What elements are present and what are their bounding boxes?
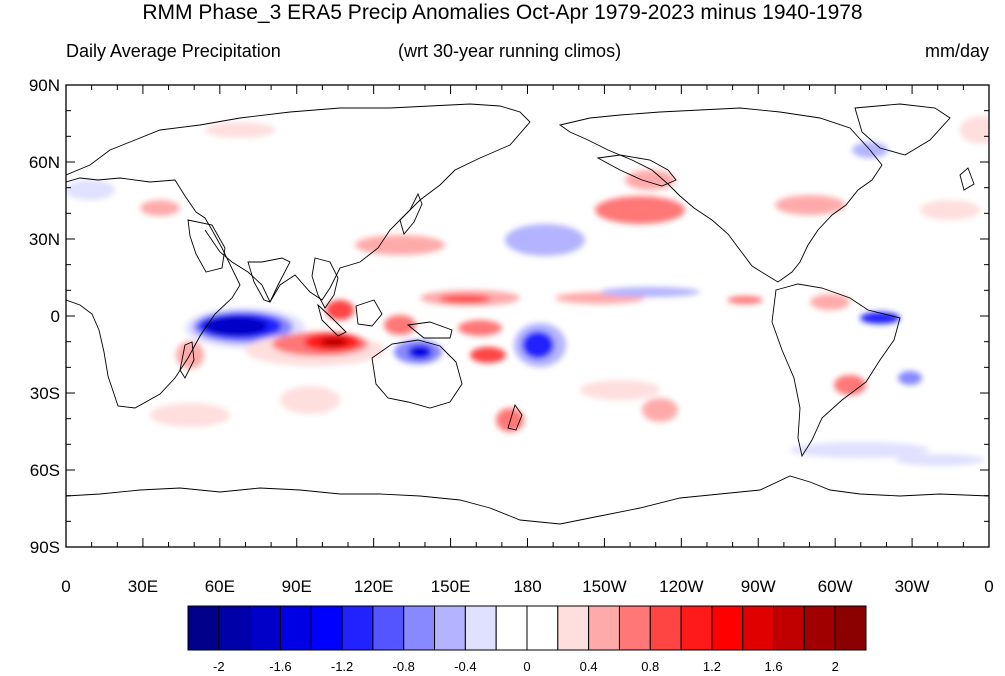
colorbar-swatch <box>310 605 343 651</box>
coastline-madagascar <box>179 341 195 379</box>
colorbar-label: -0.4 <box>454 659 476 674</box>
coastline-newzealand <box>507 403 523 431</box>
colorbar-label: 0 <box>523 659 530 674</box>
map-subtitle-center: (wrt 30-year running climos) <box>398 41 622 61</box>
colorbar-label: 1.2 <box>703 659 721 674</box>
lat-label: 90N <box>29 76 60 95</box>
lat-label: 30S <box>30 384 60 403</box>
coastline-south-america <box>771 283 901 458</box>
colorbar-swatch <box>773 605 805 651</box>
coastline-alaska <box>596 154 677 187</box>
lon-label: 30W <box>895 577 930 596</box>
colorbar-swatch <box>187 605 220 651</box>
colorbar-swatch <box>434 605 466 651</box>
colorbar-label: 1.6 <box>765 659 783 674</box>
lat-label: 0 <box>51 307 60 326</box>
colorbar-label: 0.8 <box>641 659 659 674</box>
colorbar-swatch <box>618 605 651 651</box>
colorbar-swatch <box>218 605 251 651</box>
map-subtitle-left: Daily Average Precipitation <box>66 41 281 61</box>
lat-label: 90S <box>30 538 60 557</box>
latitude-labels: 90N 60N 30N 0 30S 60S 90S <box>29 76 60 557</box>
colorbar-swatch <box>249 605 281 651</box>
longitude-labels: 0 30E 60E 90E 120E 150E 180 150W 120W 90W 60W 30W 0 <box>61 577 993 596</box>
coastline-borneo <box>355 299 383 327</box>
lat-label: 60N <box>29 153 60 172</box>
colorbar-swatch <box>742 605 775 651</box>
coastline-sumatra <box>317 303 347 337</box>
lat-label: 30N <box>29 230 60 249</box>
coastline-greenland <box>854 103 951 156</box>
colorbar-swatch <box>341 605 374 651</box>
colorbar-swatch <box>588 605 620 651</box>
coastline-britain <box>959 167 975 191</box>
colorbar-swatch <box>649 605 682 651</box>
lon-label: 150E <box>431 577 471 596</box>
colorbar-swatch <box>464 605 497 651</box>
colorbar-label: -1.2 <box>331 659 353 674</box>
colorbar-swatch <box>834 605 867 651</box>
axis-ticks <box>65 84 990 548</box>
colorbar-swatch <box>495 605 528 651</box>
coastline-eurasia <box>66 103 531 303</box>
lon-label: 150W <box>582 577 626 596</box>
colorbar-swatch <box>372 605 405 651</box>
colorbar <box>187 605 867 651</box>
lon-label: 90W <box>741 577 776 596</box>
lon-label: 120E <box>354 577 394 596</box>
colorbar-swatch <box>403 605 436 651</box>
lon-label: 120W <box>659 577 703 596</box>
colorbar-swatch <box>279 605 312 651</box>
colorbar-label: -2 <box>213 659 225 674</box>
lon-label: 60E <box>205 577 235 596</box>
colorbar-swatch <box>680 605 713 651</box>
lon-label: 30E <box>128 577 158 596</box>
colorbar-swatch <box>711 605 744 651</box>
coastline-africa <box>66 177 241 409</box>
colorbar-label: 2 <box>832 659 839 674</box>
colorbar-labels: -2 -1.6 -1.2 -0.8 -0.4 0 0.4 0.8 1.2 1.6 2 <box>213 659 839 674</box>
lon-label: 0 <box>984 577 993 596</box>
lon-label: 90E <box>282 577 312 596</box>
coastline-australia <box>371 339 463 409</box>
coastline-india <box>247 257 291 303</box>
lat-label: 60S <box>30 461 60 480</box>
lon-label: 180 <box>513 577 541 596</box>
colorbar-swatch <box>526 605 559 651</box>
precip-anomaly-field <box>66 116 989 466</box>
colorbar-label: -0.8 <box>393 659 415 674</box>
colorbar-swatch <box>803 605 836 651</box>
map-title: RMM Phase_3 ERA5 Precip Anomalies Oct-Ap… <box>142 1 863 24</box>
coastline-north-america <box>558 107 883 283</box>
lon-label: 0 <box>61 577 70 596</box>
coastline-indochina <box>311 257 339 309</box>
colorbar-swatch <box>557 605 590 651</box>
coastline-arabia <box>187 219 226 273</box>
colorbar-label: 0.4 <box>580 659 598 674</box>
coastline-newguinea <box>406 321 453 339</box>
lon-label: 60W <box>818 577 853 596</box>
colorbar-label: -1.6 <box>269 659 291 674</box>
coastline-japan <box>399 192 423 235</box>
coastlines <box>66 103 989 525</box>
units-label: mm/day <box>924 41 989 61</box>
coastline-antarctica <box>66 475 989 525</box>
